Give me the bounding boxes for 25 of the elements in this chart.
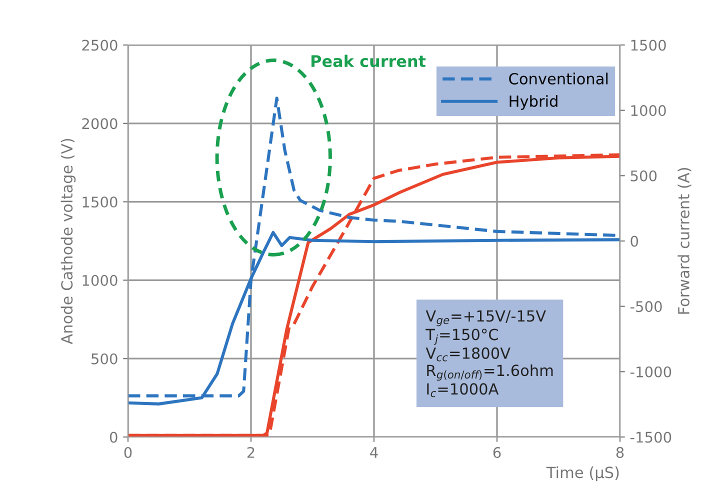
y-tick-label: 2500	[82, 40, 118, 51]
legend-label: Hybrid	[510, 95, 558, 110]
x-tick-label: 2	[247, 446, 254, 458]
y2-tick-label: -500	[630, 301, 662, 312]
y-axis-title: Anode Cathode voltage (V)	[60, 138, 76, 344]
annotation: Peak current	[312, 54, 426, 68]
y2-tick-label: 500	[630, 170, 657, 182]
legend-label: Conventional	[509, 72, 608, 84]
y2-axis-title: Forward current (A)	[678, 168, 692, 314]
y2-tick-label: 1000	[631, 105, 666, 116]
y2-tick-label: -1000	[630, 366, 672, 378]
x-tick-label: 8	[616, 446, 624, 458]
text: V$_{ge}$=+15V/-15V T$_{j}$=150°C V$_{cc}$=1800V R$_{g(on/off)}$=1.6ohm I$_{c}$=1000A	[426, 310, 553, 398]
y-tick-label: 2000	[82, 118, 118, 130]
x-axis-title: Time (μS)	[546, 466, 619, 482]
y-tick-label: 500	[92, 353, 118, 364]
x-tick-label: 4	[370, 447, 378, 458]
y2-tick-label: -1500	[630, 432, 672, 443]
y2-tick-label: 0	[630, 236, 638, 247]
y2-tick-label: 1500	[631, 40, 666, 51]
x-tick-label: 6	[493, 446, 501, 458]
x-tick-label: 0	[124, 446, 132, 458]
y-tick-label: 1000	[82, 274, 118, 286]
y-tick-label: 1500	[82, 196, 118, 208]
y-tick-label: 0	[110, 432, 118, 443]
